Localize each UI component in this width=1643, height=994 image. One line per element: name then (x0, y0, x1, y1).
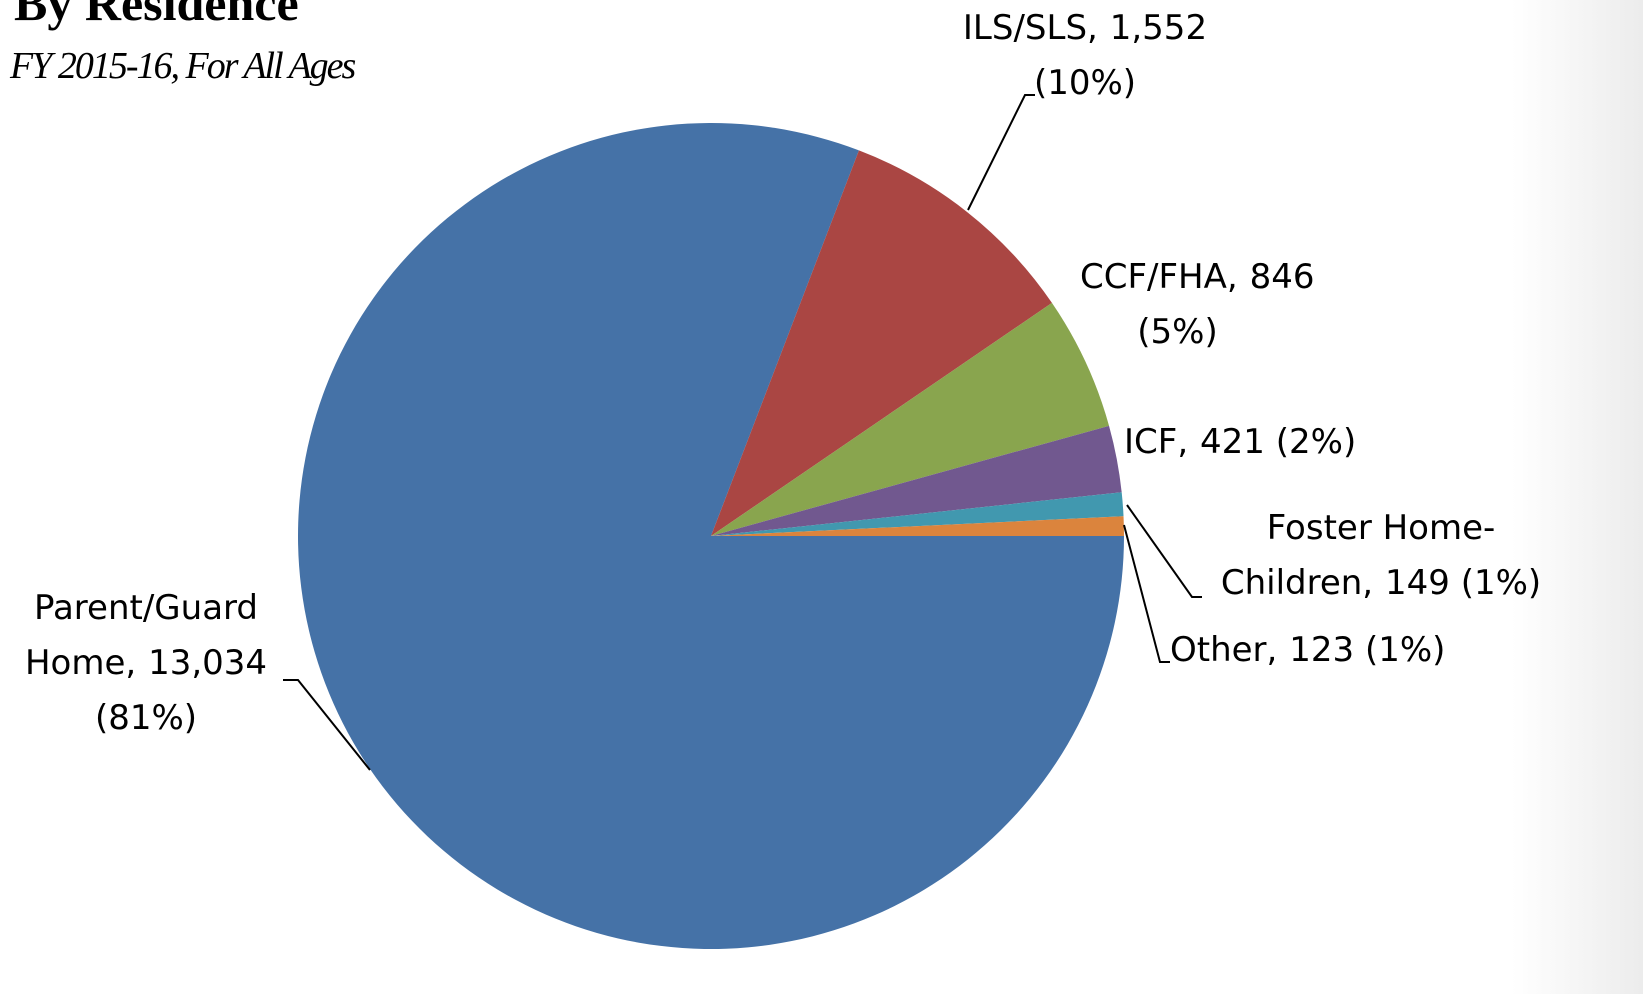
value-label: 13,034 (81%) (94, 643, 268, 738)
value-label: 149 (1%) (1385, 563, 1542, 603)
leader-line (1126, 504, 1202, 598)
data-label: Parent/Guard Home13,034 (81%) (0, 581, 292, 746)
value-label: 123 (1%) (1289, 630, 1446, 670)
value-label: 421 (2%) (1200, 422, 1357, 462)
leader-lines (283, 94, 1202, 771)
pie-slice (711, 516, 1124, 536)
slices (298, 123, 1124, 950)
category-label: CCF/FHA (1080, 257, 1250, 297)
chart-subtitle: FY 2015-16, For All Ages (10, 45, 356, 87)
chart-title: By Residence (14, 0, 299, 31)
category-label: Other (1170, 630, 1289, 670)
data-label: Other123 (1%) (1170, 623, 1490, 678)
category-label: ICF (1124, 422, 1200, 462)
pie-slice (711, 492, 1124, 536)
pie-slice (711, 302, 1110, 536)
data-label: ILS/SLS1,552 (10%) (940, 1, 1230, 111)
data-label: ICF421 (2%) (1124, 415, 1424, 470)
pie-slice (298, 123, 1124, 950)
pie-slice (711, 150, 1052, 536)
value-label: 1,552 (10%) (1033, 8, 1208, 103)
data-label: Foster Home-Children149 (1%) (1196, 501, 1566, 611)
leader-line (967, 94, 1035, 211)
leader-line (283, 679, 371, 771)
category-label: ILS/SLS (963, 8, 1110, 48)
data-label: CCF/FHA846 (5%) (1080, 250, 1314, 360)
pie-slice (711, 425, 1122, 536)
value-label: 846 (5%) (1137, 257, 1315, 352)
leader-line (1123, 524, 1170, 663)
